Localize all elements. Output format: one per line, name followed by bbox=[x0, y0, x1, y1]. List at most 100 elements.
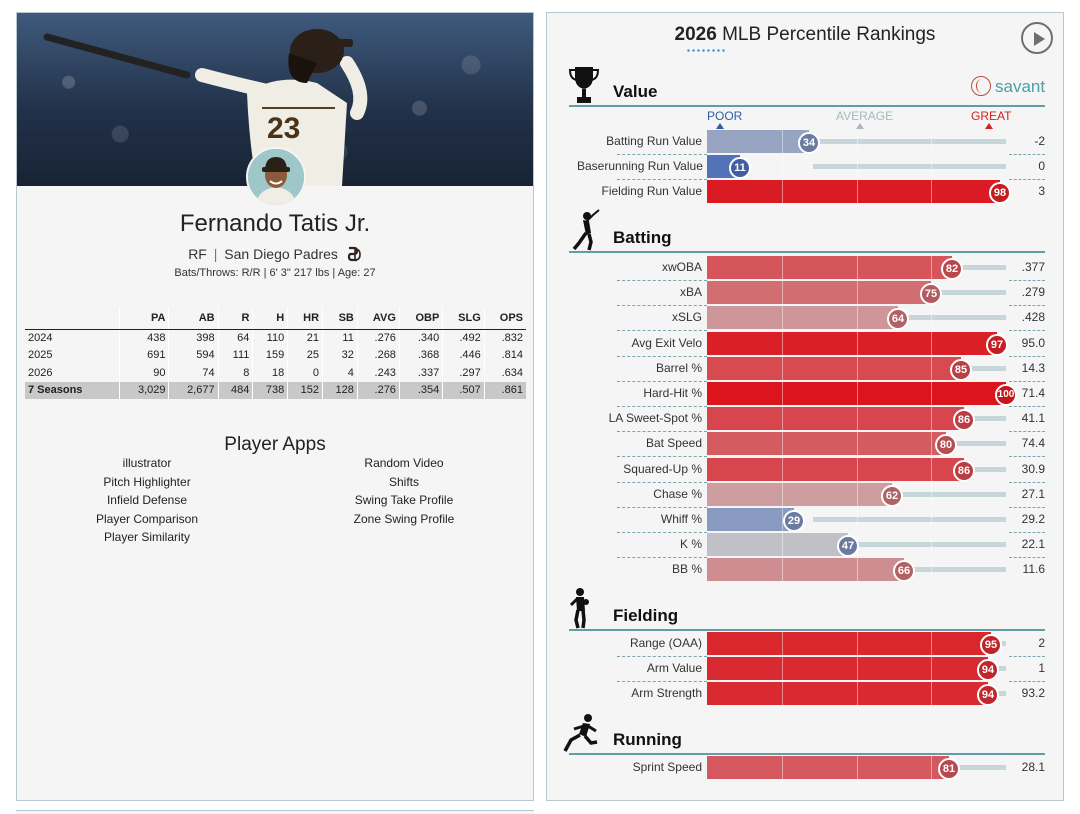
percentile-gridline bbox=[857, 657, 858, 681]
percentile-bar bbox=[707, 682, 988, 706]
player-app-link[interactable]: Shifts bbox=[388, 474, 419, 489]
percentile-gridline bbox=[857, 331, 858, 355]
stats-col-header: AB bbox=[168, 307, 219, 330]
stats-total-row: 7 Seasons 3,029 2,677 484 738 152 128.276.354.… bbox=[25, 381, 526, 399]
percentile-bar bbox=[707, 407, 964, 431]
section-rule bbox=[569, 753, 1045, 755]
stats-col-header: R bbox=[217, 307, 253, 330]
percentile-bar bbox=[707, 533, 848, 557]
metric-label: Arm Value bbox=[646, 661, 702, 676]
metric-value: 2 bbox=[1038, 636, 1045, 650]
stats-cell: 2025 bbox=[28, 349, 53, 362]
metric-value: 93.2 bbox=[1021, 686, 1045, 701]
metric-row[interactable]: Batting Run Value 34 -2 bbox=[547, 129, 1063, 155]
player-app-link[interactable]: Pitch Highlighter bbox=[103, 474, 191, 489]
percentile-bar bbox=[707, 457, 964, 481]
metric-value: .377 bbox=[1021, 260, 1045, 274]
stats-cell: .368 bbox=[398, 346, 443, 364]
separator: | bbox=[213, 246, 218, 262]
section-header-running: Running bbox=[563, 714, 1045, 755]
percentile-gridline bbox=[931, 155, 932, 179]
metric-label: Sprint Speed bbox=[632, 760, 702, 774]
section-header-value: Value bbox=[569, 67, 1045, 107]
row-divider bbox=[617, 355, 707, 357]
metric-row[interactable]: Baserunning Run Value 11 0 bbox=[547, 154, 1063, 181]
player-apps-title: Player Apps bbox=[224, 434, 326, 455]
percentile-bubble: 29 bbox=[783, 510, 805, 532]
metric-row[interactable]: Barrel % 85 14.3 bbox=[547, 356, 1063, 382]
year-selector-dots[interactable] bbox=[686, 49, 726, 52]
metric-row[interactable]: BB % 66 11.6 bbox=[547, 557, 1063, 583]
section-header-batting: Batting bbox=[569, 209, 1045, 253]
percentile-bar bbox=[707, 432, 946, 456]
percentile-track bbox=[813, 542, 1006, 548]
percentile-gridline bbox=[857, 508, 858, 531]
metric-row[interactable]: Whiff % 29 29.2 bbox=[547, 507, 1063, 533]
stats-cell: 74 bbox=[168, 364, 219, 382]
metric-row[interactable]: Hard-Hit % 100 71.4 bbox=[547, 381, 1063, 407]
player-app-link[interactable]: Infield Defense bbox=[106, 493, 188, 508]
scale-great-label: GREAT bbox=[971, 109, 1012, 123]
metric-row[interactable]: xSLG 64 .428 bbox=[547, 305, 1063, 332]
percentile-gridline bbox=[782, 382, 783, 405]
stats-cell: 110 bbox=[252, 329, 288, 347]
metric-row[interactable]: Bat Speed 80 74.4 bbox=[547, 431, 1063, 458]
percentile-gridline bbox=[782, 331, 783, 355]
row-divider bbox=[1009, 380, 1045, 382]
percentile-gridline bbox=[931, 508, 932, 531]
section-header-fielding: Fielding bbox=[569, 588, 1045, 631]
stats-cell: 18 bbox=[252, 364, 288, 382]
percentile-bubble: 62 bbox=[881, 484, 903, 507]
metric-value: .428 bbox=[1021, 310, 1045, 325]
metric-row[interactable]: Squared-Up % 86 30.9 bbox=[547, 457, 1063, 483]
metric-row[interactable]: LA Sweet-Spot % 86 41.1 bbox=[547, 406, 1063, 433]
percentile-bar bbox=[707, 281, 931, 305]
metric-value: 28.1 bbox=[1021, 760, 1045, 774]
team-name[interactable]: San Diego Padres bbox=[224, 246, 338, 262]
stats-cell: 691 bbox=[119, 346, 169, 364]
metric-row[interactable]: Chase % 62 27.1 bbox=[547, 482, 1063, 508]
row-divider bbox=[617, 406, 707, 407]
percentile-bar bbox=[707, 356, 961, 380]
player-app-link[interactable]: illustrator bbox=[122, 456, 172, 470]
metric-row[interactable]: Avg Exit Velo 97 95.0 bbox=[547, 331, 1063, 357]
row-divider bbox=[617, 305, 707, 307]
row-divider bbox=[617, 481, 707, 483]
play-button[interactable] bbox=[1021, 22, 1053, 54]
metric-label: Bat Speed bbox=[645, 436, 702, 451]
metric-row[interactable]: Sprint Speed 81 28.1 bbox=[547, 755, 1063, 780]
player-app-link[interactable]: Random Video bbox=[364, 456, 444, 470]
row-divider bbox=[617, 179, 707, 181]
metric-label: Hard-Hit % bbox=[643, 386, 702, 400]
metric-row[interactable]: Arm Strength 94 93.2 bbox=[547, 681, 1063, 707]
percentile-gridline bbox=[931, 180, 932, 204]
metric-row[interactable]: xwOBA 82 .377 bbox=[547, 255, 1063, 281]
metric-value: .279 bbox=[1021, 285, 1045, 300]
metric-value: 22.1 bbox=[1021, 537, 1045, 552]
padres-logo-icon bbox=[347, 246, 361, 262]
savant-logo[interactable]: savant bbox=[971, 76, 1045, 97]
percentile-bubble: 47 bbox=[837, 535, 859, 558]
player-app-link[interactable]: Zone Swing Profile bbox=[353, 511, 455, 526]
metric-row[interactable]: Fielding Run Value 98 3 bbox=[547, 179, 1063, 205]
percentile-gridline bbox=[857, 682, 858, 706]
metric-label: xwOBA bbox=[661, 260, 702, 274]
percentile-gridline bbox=[931, 533, 932, 557]
metric-row[interactable]: Arm Value 94 1 bbox=[547, 656, 1063, 683]
section-rule bbox=[569, 105, 1045, 107]
player-app-link[interactable]: Player Comparison bbox=[95, 511, 199, 526]
percentile-gridline bbox=[782, 756, 783, 779]
percentile-gridline bbox=[857, 130, 858, 153]
percentile-bar bbox=[707, 482, 892, 506]
stats-total-cell: .354 bbox=[398, 381, 443, 399]
percentile-track bbox=[813, 139, 1006, 144]
player-app-link[interactable]: Swing Take Profile bbox=[354, 493, 454, 508]
metric-value: 1 bbox=[1038, 661, 1045, 676]
metric-label: Barrel % bbox=[655, 360, 702, 375]
metric-row[interactable]: xBA 75 .279 bbox=[547, 280, 1063, 307]
stats-cell: 90 bbox=[119, 364, 169, 382]
metric-row[interactable]: Range (OAA) 95 2 bbox=[547, 631, 1063, 657]
player-app-link[interactable]: Player Similarity bbox=[103, 530, 190, 545]
metric-row[interactable]: K % 47 22.1 bbox=[547, 532, 1063, 559]
percentile-bubble: 85 bbox=[950, 358, 972, 381]
